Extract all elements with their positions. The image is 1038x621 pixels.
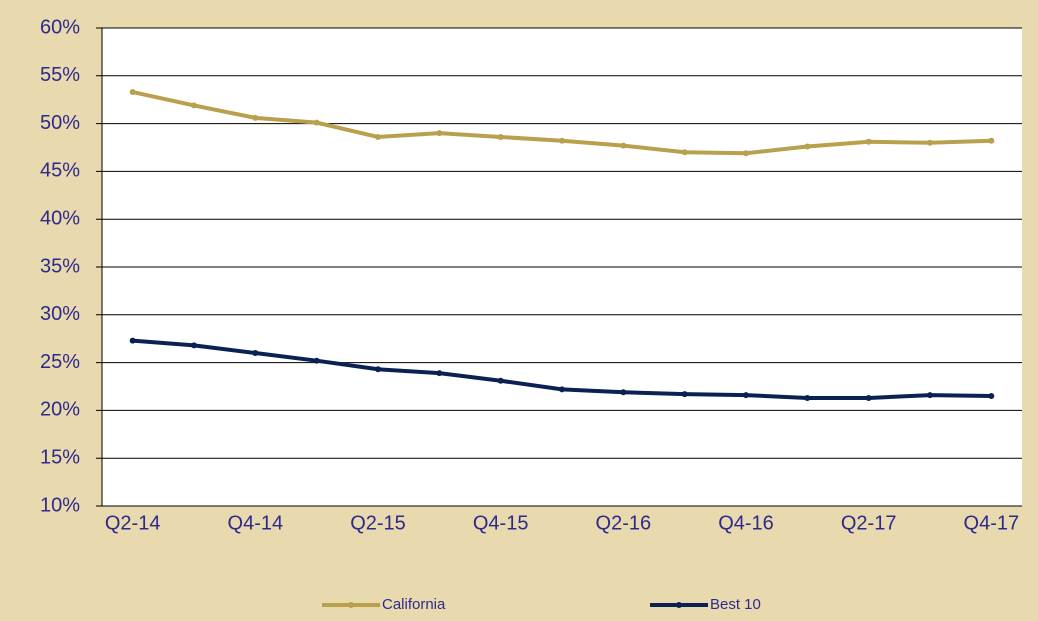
point [436,370,443,377]
y-tick-label: 10% [40,494,80,516]
point [927,392,933,399]
point [681,391,688,398]
point [252,350,259,357]
legend-label: California [382,596,446,613]
point [988,393,995,400]
legend-label: Best 10 [710,596,761,613]
point [559,137,565,144]
point [191,102,197,109]
y-tick-label: 20% [40,399,80,421]
x-tick-label: Q2-15 [350,512,406,534]
y-tick-label: 60% [40,16,80,38]
x-tick-label: Q2-16 [596,512,652,534]
point [988,137,995,144]
y-tick-label: 45% [40,160,80,182]
x-tick-label: Q4-16 [718,512,774,534]
point [375,366,381,373]
point [313,119,320,126]
y-tick-label: 25% [40,351,80,373]
point [865,394,872,401]
point [129,337,136,344]
x-tick-label: Q4-17 [964,512,1020,534]
point [375,133,381,140]
legend-marker [348,602,354,608]
y-tick-label: 50% [40,112,80,134]
point [743,150,749,157]
point [804,394,811,401]
point [436,130,443,137]
y-tick-label: 40% [40,207,80,229]
x-tick-label: Q4-15 [473,512,529,534]
y-tick-label: 15% [40,446,80,468]
x-tick-label: Q2-17 [841,512,897,534]
point [497,377,504,384]
y-tick-label: 35% [40,255,80,277]
point [497,133,504,140]
point [927,139,933,146]
point [252,114,259,121]
point [620,142,627,149]
point [743,392,749,399]
point [129,89,136,96]
point [559,386,565,393]
point [620,389,627,396]
x-tick-label: Q2-14 [105,512,161,534]
point [865,138,872,145]
x-tick-label: Q4-14 [228,512,284,534]
point [681,149,688,156]
y-tick-label: 55% [40,64,80,86]
y-tick-label: 30% [40,303,80,325]
legend-marker [676,602,682,608]
point [313,357,320,364]
point [804,143,811,150]
point [191,342,197,349]
